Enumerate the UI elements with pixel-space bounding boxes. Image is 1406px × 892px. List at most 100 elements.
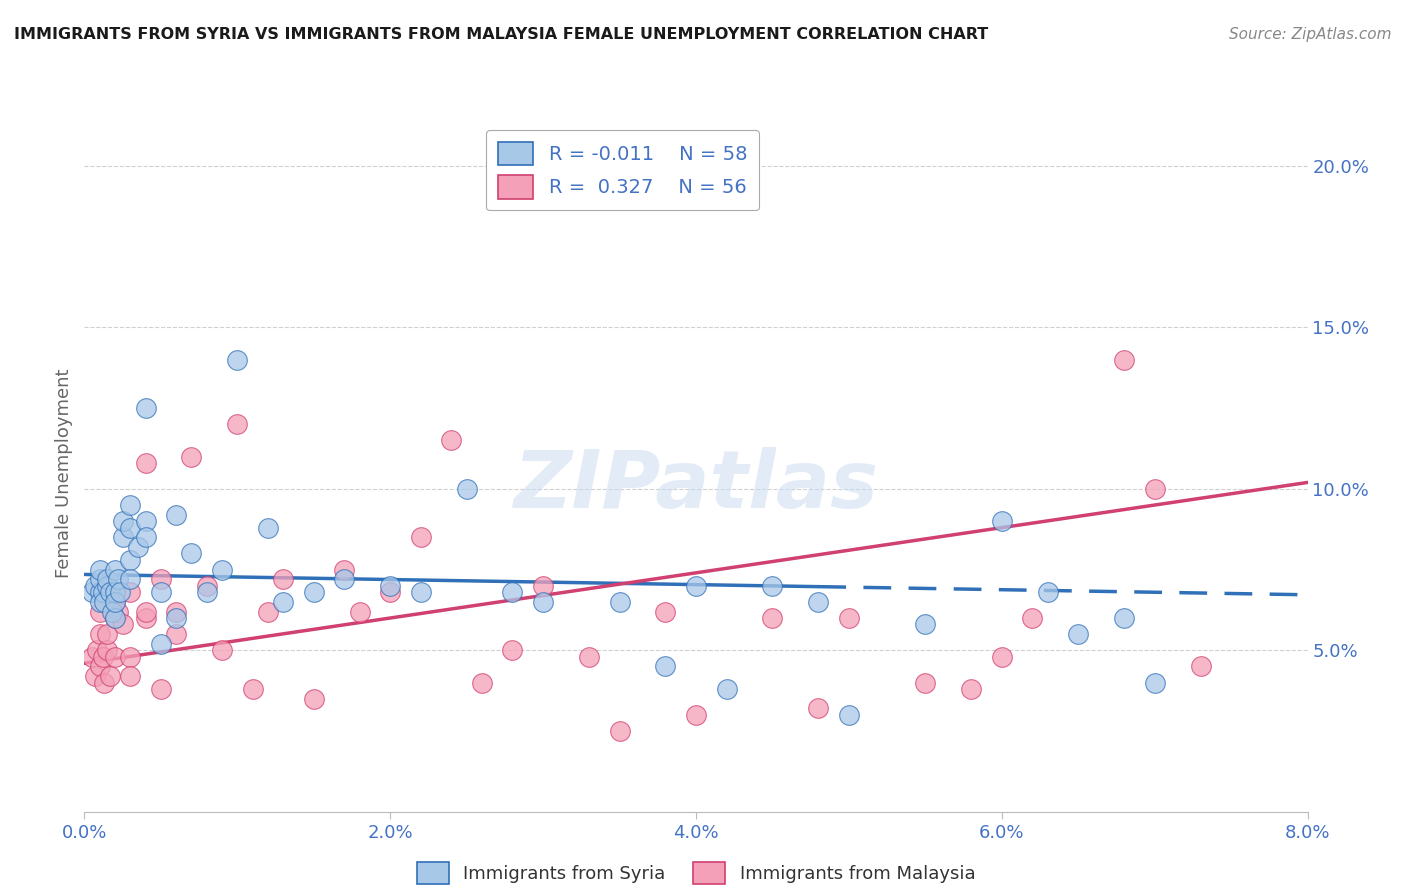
Point xyxy=(531,595,554,609)
Point xyxy=(107,572,129,586)
Point xyxy=(120,553,142,567)
Point xyxy=(991,514,1014,528)
Point xyxy=(226,417,249,432)
Point xyxy=(89,572,111,586)
Point xyxy=(86,643,108,657)
Point xyxy=(471,675,494,690)
Point xyxy=(180,546,202,560)
Point xyxy=(91,649,114,664)
Point xyxy=(127,540,149,554)
Point xyxy=(685,579,707,593)
Text: IMMIGRANTS FROM SYRIA VS IMMIGRANTS FROM MALAYSIA FEMALE UNEMPLOYMENT CORRELATIO: IMMIGRANTS FROM SYRIA VS IMMIGRANTS FROM… xyxy=(14,27,988,42)
Text: ZIPatlas: ZIPatlas xyxy=(513,447,879,525)
Point xyxy=(502,643,524,657)
Point xyxy=(578,649,600,664)
Point xyxy=(89,563,111,577)
Point xyxy=(211,643,233,657)
Point xyxy=(104,611,127,625)
Point xyxy=(211,563,233,577)
Point xyxy=(531,579,554,593)
Point xyxy=(89,595,111,609)
Point xyxy=(226,352,249,367)
Point xyxy=(838,707,860,722)
Point xyxy=(89,627,111,641)
Point xyxy=(838,611,860,625)
Point xyxy=(302,691,325,706)
Point xyxy=(761,579,783,593)
Point xyxy=(93,595,115,609)
Legend: Immigrants from Syria, Immigrants from Malaysia: Immigrants from Syria, Immigrants from M… xyxy=(409,855,983,891)
Point xyxy=(104,595,127,609)
Point xyxy=(165,508,187,522)
Point xyxy=(991,649,1014,664)
Point xyxy=(609,724,631,739)
Point xyxy=(271,595,294,609)
Point xyxy=(1067,627,1090,641)
Point xyxy=(180,450,202,464)
Point xyxy=(135,456,157,470)
Point xyxy=(120,585,142,599)
Point xyxy=(1189,659,1212,673)
Point xyxy=(333,563,356,577)
Point xyxy=(96,627,118,641)
Point xyxy=(104,585,127,599)
Point xyxy=(89,585,111,599)
Point xyxy=(89,605,111,619)
Point xyxy=(609,595,631,609)
Point xyxy=(960,681,983,696)
Point xyxy=(120,669,142,683)
Point xyxy=(149,585,172,599)
Point xyxy=(440,434,463,448)
Point xyxy=(456,482,478,496)
Point xyxy=(101,605,124,619)
Point xyxy=(96,643,118,657)
Point xyxy=(135,611,157,625)
Point xyxy=(135,605,157,619)
Point xyxy=(107,605,129,619)
Point xyxy=(111,530,134,544)
Point xyxy=(195,579,218,593)
Point xyxy=(149,637,172,651)
Point xyxy=(120,521,142,535)
Point xyxy=(302,585,325,599)
Point xyxy=(1114,611,1136,625)
Point xyxy=(1114,352,1136,367)
Point xyxy=(1036,585,1059,599)
Point xyxy=(93,675,115,690)
Point xyxy=(96,579,118,593)
Point xyxy=(654,605,676,619)
Point xyxy=(914,617,936,632)
Point xyxy=(135,530,157,544)
Point xyxy=(135,401,157,416)
Point xyxy=(84,579,107,593)
Point xyxy=(111,514,134,528)
Point xyxy=(271,572,294,586)
Point xyxy=(135,514,157,528)
Point xyxy=(257,521,280,535)
Point xyxy=(380,585,402,599)
Point xyxy=(104,563,127,577)
Point xyxy=(98,585,121,599)
Point xyxy=(242,681,264,696)
Point xyxy=(80,649,103,664)
Point xyxy=(685,707,707,722)
Point xyxy=(120,498,142,512)
Text: Source: ZipAtlas.com: Source: ZipAtlas.com xyxy=(1229,27,1392,42)
Point xyxy=(165,611,187,625)
Point xyxy=(165,605,187,619)
Point xyxy=(149,681,172,696)
Point xyxy=(96,572,118,586)
Point xyxy=(807,595,830,609)
Point xyxy=(654,659,676,673)
Point xyxy=(104,595,127,609)
Point xyxy=(914,675,936,690)
Point xyxy=(1143,482,1166,496)
Point xyxy=(1021,611,1043,625)
Point xyxy=(80,585,103,599)
Point xyxy=(409,530,432,544)
Point xyxy=(349,605,371,619)
Point xyxy=(108,585,131,599)
Point xyxy=(409,585,432,599)
Point xyxy=(716,681,738,696)
Point xyxy=(380,579,402,593)
